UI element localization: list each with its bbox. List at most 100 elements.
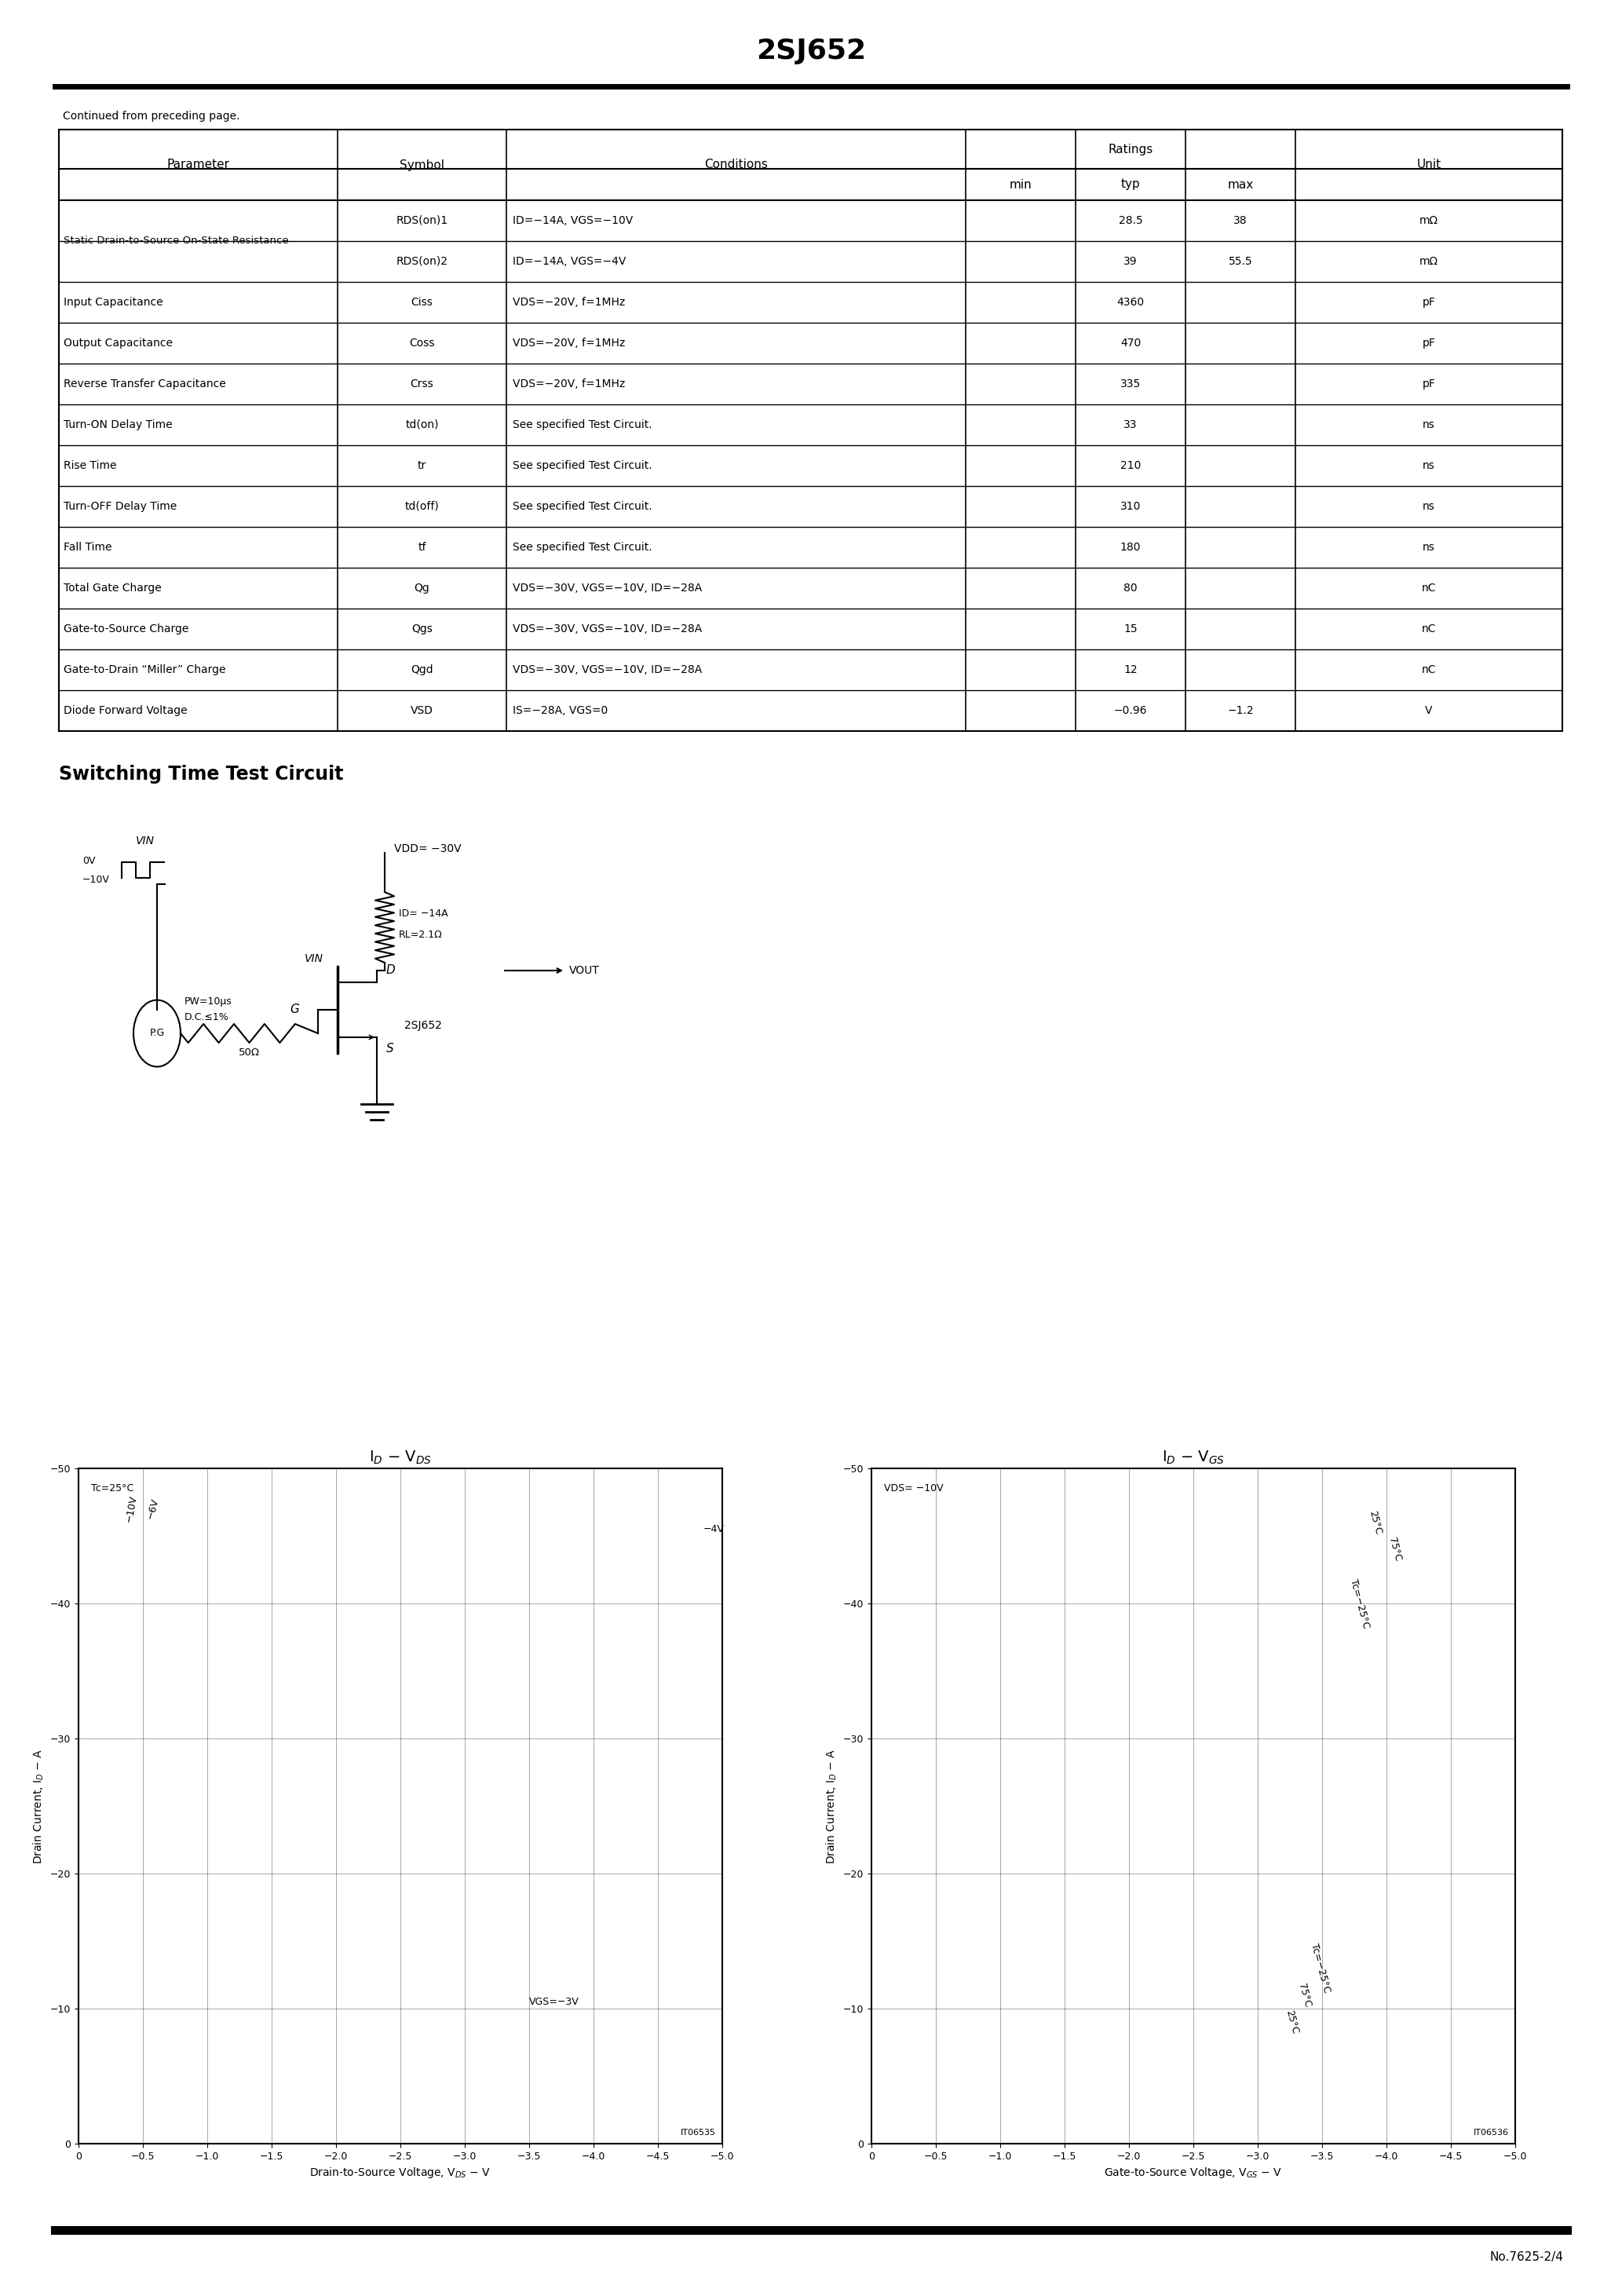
Text: VDS=−20V, f=1MHz: VDS=−20V, f=1MHz <box>513 338 624 349</box>
Text: 25°C: 25°C <box>1367 1508 1384 1536</box>
Text: 39: 39 <box>1124 255 1137 266</box>
Text: D.C.≤1%: D.C.≤1% <box>185 1013 229 1022</box>
Text: nC: nC <box>1421 664 1435 675</box>
Text: Tc=−25°C: Tc=−25°C <box>1309 1942 1332 1993</box>
Text: RDS(on)2: RDS(on)2 <box>396 255 448 266</box>
Text: VDS=−20V, f=1MHz: VDS=−20V, f=1MHz <box>513 379 624 390</box>
Text: VDS=−20V, f=1MHz: VDS=−20V, f=1MHz <box>513 296 624 308</box>
Y-axis label: Drain Current, I$_D$ − A: Drain Current, I$_D$ − A <box>826 1747 839 1864</box>
Text: typ: typ <box>1121 179 1140 191</box>
Text: 15: 15 <box>1124 625 1137 634</box>
Text: 4360: 4360 <box>1116 296 1144 308</box>
Text: Symbol: Symbol <box>399 158 444 170</box>
X-axis label: Drain-to-Source Voltage, V$_{DS}$ − V: Drain-to-Source Voltage, V$_{DS}$ − V <box>310 2165 491 2179</box>
Text: VOUT: VOUT <box>569 964 600 976</box>
Title: I$_D$ − V$_{GS}$: I$_D$ − V$_{GS}$ <box>1161 1449 1225 1465</box>
Text: 28.5: 28.5 <box>1119 216 1142 225</box>
Text: tf: tf <box>418 542 427 553</box>
Text: −6V: −6V <box>146 1497 161 1520</box>
Text: Gate-to-Source Charge: Gate-to-Source Charge <box>63 625 188 634</box>
Text: 0V: 0V <box>83 856 96 866</box>
Text: Continued from preceding page.: Continued from preceding page. <box>63 110 240 122</box>
Text: 12: 12 <box>1124 664 1137 675</box>
Text: D: D <box>386 964 396 976</box>
Text: See specified Test Circuit.: See specified Test Circuit. <box>513 459 652 471</box>
Text: VIN: VIN <box>136 836 154 847</box>
Text: −10V: −10V <box>83 875 110 886</box>
Text: 335: 335 <box>1121 379 1140 390</box>
Text: 470: 470 <box>1121 338 1140 349</box>
Text: Tc=−25°C: Tc=−25°C <box>1348 1577 1371 1630</box>
Text: IS=−28A, VGS=0: IS=−28A, VGS=0 <box>513 705 608 716</box>
X-axis label: Gate-to-Source Voltage, V$_{GS}$ − V: Gate-to-Source Voltage, V$_{GS}$ − V <box>1105 2165 1283 2179</box>
Text: Parameter: Parameter <box>167 158 230 170</box>
Text: Coss: Coss <box>409 338 435 349</box>
Text: Turn-ON Delay Time: Turn-ON Delay Time <box>63 420 172 429</box>
Text: ns: ns <box>1422 459 1435 471</box>
Text: VDS=−30V, VGS=−10V, ID=−28A: VDS=−30V, VGS=−10V, ID=−28A <box>513 583 702 595</box>
Text: Reverse Transfer Capacitance: Reverse Transfer Capacitance <box>63 379 225 390</box>
Text: 75°C: 75°C <box>1296 1981 1312 2009</box>
Text: Total Gate Charge: Total Gate Charge <box>63 583 162 595</box>
Text: IT06536: IT06536 <box>1473 2128 1508 2138</box>
Text: Rise Time: Rise Time <box>63 459 117 471</box>
Text: Ratings: Ratings <box>1108 142 1153 156</box>
Text: Turn-OFF Delay Time: Turn-OFF Delay Time <box>63 501 177 512</box>
Text: ns: ns <box>1422 420 1435 429</box>
Text: nC: nC <box>1421 625 1435 634</box>
Text: V: V <box>1426 705 1432 716</box>
Text: VDS= −10V: VDS= −10V <box>884 1483 944 1495</box>
Text: Qgs: Qgs <box>412 625 433 634</box>
Text: pF: pF <box>1422 379 1435 390</box>
Text: ID=−14A, VGS=−4V: ID=−14A, VGS=−4V <box>513 255 626 266</box>
Text: Unit: Unit <box>1416 158 1440 170</box>
Text: 2SJ652: 2SJ652 <box>404 1019 441 1031</box>
Text: Ciss: Ciss <box>410 296 433 308</box>
Text: Tc=25°C: Tc=25°C <box>91 1483 135 1495</box>
Text: 38: 38 <box>1233 216 1247 225</box>
Text: 25°C: 25°C <box>1283 2009 1299 2034</box>
Text: mΩ: mΩ <box>1419 216 1439 225</box>
Y-axis label: Drain Current, I$_D$ − A: Drain Current, I$_D$ − A <box>32 1747 45 1864</box>
Text: mΩ: mΩ <box>1419 255 1439 266</box>
Text: VDD= −30V: VDD= −30V <box>394 843 461 854</box>
Text: 55.5: 55.5 <box>1228 255 1252 266</box>
Text: P.G: P.G <box>149 1029 164 1038</box>
Text: Diode Forward Voltage: Diode Forward Voltage <box>63 705 188 716</box>
Text: Crss: Crss <box>410 379 433 390</box>
Text: −10V: −10V <box>123 1495 138 1522</box>
Text: VDS=−30V, VGS=−10V, ID=−28A: VDS=−30V, VGS=−10V, ID=−28A <box>513 625 702 634</box>
Text: Input Capacitance: Input Capacitance <box>63 296 162 308</box>
Text: 33: 33 <box>1124 420 1137 429</box>
Text: Qg: Qg <box>414 583 430 595</box>
Title: I$_D$ − V$_{DS}$: I$_D$ − V$_{DS}$ <box>368 1449 431 1465</box>
Text: VIN: VIN <box>305 953 323 964</box>
Text: pF: pF <box>1422 296 1435 308</box>
Text: IT06535: IT06535 <box>681 2128 715 2138</box>
Text: ID= −14A: ID= −14A <box>399 909 448 918</box>
Text: pF: pF <box>1422 338 1435 349</box>
Text: VSD: VSD <box>410 705 433 716</box>
Text: Conditions: Conditions <box>704 158 767 170</box>
Text: −0.96: −0.96 <box>1114 705 1147 716</box>
Text: No.7625-2/4: No.7625-2/4 <box>1489 2252 1564 2264</box>
Text: 310: 310 <box>1121 501 1140 512</box>
Text: ns: ns <box>1422 501 1435 512</box>
Text: 50Ω: 50Ω <box>238 1047 260 1058</box>
Text: Gate-to-Drain “Miller” Charge: Gate-to-Drain “Miller” Charge <box>63 664 225 675</box>
Text: td(off): td(off) <box>406 501 440 512</box>
Text: VDS=−30V, VGS=−10V, ID=−28A: VDS=−30V, VGS=−10V, ID=−28A <box>513 664 702 675</box>
Text: 2SJ652: 2SJ652 <box>756 37 866 64</box>
Text: S: S <box>386 1042 394 1054</box>
Text: 75°C: 75°C <box>1387 1536 1403 1564</box>
Text: Fall Time: Fall Time <box>63 542 112 553</box>
Text: nC: nC <box>1421 583 1435 595</box>
Text: −1.2: −1.2 <box>1228 705 1254 716</box>
Text: G: G <box>290 1003 298 1015</box>
Text: min: min <box>1009 179 1032 191</box>
Text: See specified Test Circuit.: See specified Test Circuit. <box>513 542 652 553</box>
Text: max: max <box>1228 179 1254 191</box>
Text: 210: 210 <box>1121 459 1140 471</box>
Text: See specified Test Circuit.: See specified Test Circuit. <box>513 501 652 512</box>
Text: VGS=−3V: VGS=−3V <box>529 1998 579 2007</box>
